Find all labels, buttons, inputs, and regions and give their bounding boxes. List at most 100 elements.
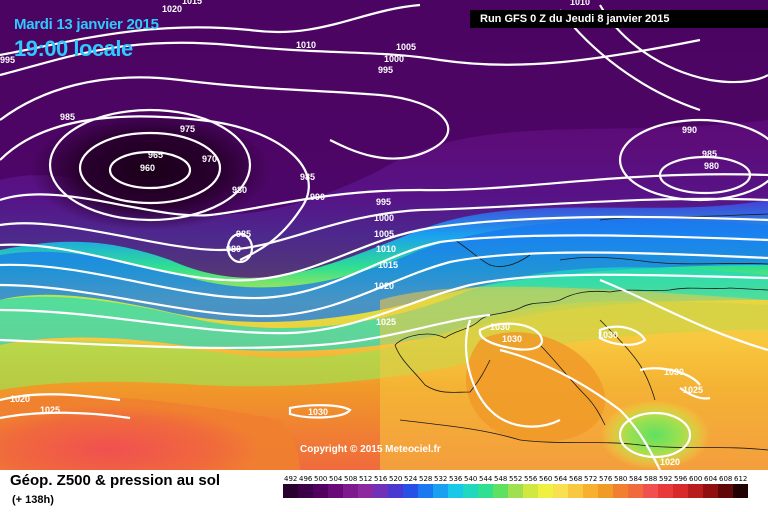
- isobar-label: 985: [702, 149, 717, 159]
- scale-tick-label: 612: [734, 475, 747, 483]
- scale-tick-label: 556: [524, 475, 538, 483]
- scale-swatch: [613, 484, 628, 498]
- isobar-label: 1030: [308, 407, 328, 417]
- product-title: Géop. Z500 & pression au sol: [10, 472, 221, 489]
- isobar-label: 1010: [296, 40, 316, 50]
- scale-tick-label: 540: [464, 475, 477, 483]
- isobar-label: 1030: [664, 367, 684, 377]
- isobar-label: 995: [0, 55, 15, 65]
- isobar-label: 975: [180, 124, 195, 134]
- isobar-label: 980: [232, 185, 247, 195]
- isobar-label: 980: [226, 244, 241, 254]
- isobar-label: 1005: [374, 229, 394, 239]
- scale-swatch: [373, 484, 388, 498]
- scale-swatch: [508, 484, 523, 498]
- scale-tick-label: 528: [419, 475, 432, 483]
- scale-tick-label: 524: [404, 475, 418, 483]
- z500-band-orange: [465, 332, 606, 442]
- z500-band-blue: [0, 219, 768, 322]
- scale-tick-label: 596: [674, 475, 688, 483]
- isobar-label: 960: [140, 163, 155, 173]
- scale-swatch: [688, 484, 703, 498]
- scale-swatch: [703, 484, 718, 498]
- scale-swatch: [433, 484, 448, 498]
- scale-tick-label: 604: [704, 475, 718, 483]
- scale-swatch: [733, 484, 748, 498]
- scale-swatch: [628, 484, 643, 498]
- isobar-label: 990: [682, 125, 697, 135]
- scale-swatch: [523, 484, 538, 498]
- scale-swatch: [328, 484, 343, 498]
- isobar-label: 1025: [376, 317, 396, 327]
- scale-swatch: [553, 484, 568, 498]
- scale-tick-label: 608: [719, 475, 732, 483]
- isobar-label: 1015: [378, 260, 398, 270]
- isobar-label: 1000: [384, 54, 404, 64]
- isobar-labels: 1020 1015 995 985 975 965 960 970 980 98…: [0, 0, 719, 467]
- isobar-label: 1020: [10, 394, 30, 404]
- isobar-label: 1010: [570, 0, 590, 7]
- isobar-label: 985: [300, 172, 315, 182]
- scale-tick-label: 552: [509, 475, 522, 483]
- scale-tick-label: 516: [374, 475, 388, 483]
- scale-tick-label: 504: [329, 475, 343, 483]
- isobar-label: 1020: [660, 457, 680, 467]
- color-scale: 492 496 500 504 508 512 516 520 524 528 532 536 540 5…: [283, 475, 748, 498]
- scale-swatch: [343, 484, 358, 498]
- isobar-label: 980: [704, 161, 719, 171]
- scale-tick-label: 584: [629, 475, 643, 483]
- isobar-label: 1020: [162, 4, 182, 14]
- isobar-label: 995: [378, 65, 393, 75]
- run-banner: Run GFS 0 Z du Jeudi 8 janvier 2015: [470, 10, 768, 28]
- scale-tick-label: 572: [584, 475, 597, 483]
- scale-tick-label: 564: [554, 475, 568, 483]
- scale-swatch: [583, 484, 598, 498]
- isobars: [0, 3, 768, 470]
- legend-footer: Géop. Z500 & pression au sol (+ 138h) 49…: [0, 470, 768, 512]
- isobar-label: 985: [236, 229, 251, 239]
- scale-swatch: [643, 484, 658, 498]
- isobar-label: 1015: [182, 0, 202, 6]
- isobar-label: 1030: [598, 330, 618, 340]
- z500-hotspot-southwest: [0, 405, 260, 470]
- isobar-label: 1025: [40, 405, 60, 415]
- isobar-label: 1010: [376, 244, 396, 254]
- scale-swatch: [463, 484, 478, 498]
- scale-tick-label: 568: [569, 475, 582, 483]
- scale-swatch: [568, 484, 583, 498]
- scale-swatch: [598, 484, 613, 498]
- scale-swatch: [403, 484, 418, 498]
- scale-swatch: [358, 484, 373, 498]
- scale-tick-label: 536: [449, 475, 463, 483]
- isobar-label: 1030: [490, 322, 510, 332]
- scale-swatch: [493, 484, 508, 498]
- scale-tick-label: 548: [494, 475, 507, 483]
- scale-swatch: [418, 484, 433, 498]
- scale-swatch: [283, 484, 298, 498]
- scale-tick-label: 576: [599, 475, 613, 483]
- scale-swatch: [673, 484, 688, 498]
- scale-tick-label: 512: [359, 475, 372, 483]
- forecast-date: Mardi 13 janvier 2015: [14, 16, 159, 33]
- scale-tick-label: 580: [614, 475, 627, 483]
- scale-tick-label: 492: [284, 475, 297, 483]
- isobar-label: 970: [202, 154, 217, 164]
- isobar-label: 995: [376, 197, 391, 207]
- forecast-time: 19:00 locale: [14, 36, 133, 61]
- isobar-label: 1000: [374, 213, 394, 223]
- scale-tick-label: 544: [479, 475, 493, 483]
- isobar-label: 965: [148, 150, 163, 160]
- copyright-notice: Copyright © 2015 Meteociel.fr: [300, 444, 441, 455]
- scale-swatch: [478, 484, 493, 498]
- scale-tick-label: 496: [299, 475, 313, 483]
- scale-tick-label: 508: [344, 475, 357, 483]
- isobar-label: 985: [60, 112, 75, 122]
- isobar-label: 1005: [396, 42, 416, 52]
- isobar-label: 1030: [502, 334, 522, 344]
- scale-swatch: [313, 484, 328, 498]
- scale-swatch: [538, 484, 553, 498]
- scale-swatch: [718, 484, 733, 498]
- isobar-label: 1020: [374, 281, 394, 291]
- weather-map: 1020 1015 995 985 975 965 960 970 980 98…: [0, 0, 768, 470]
- scale-swatch: [298, 484, 313, 498]
